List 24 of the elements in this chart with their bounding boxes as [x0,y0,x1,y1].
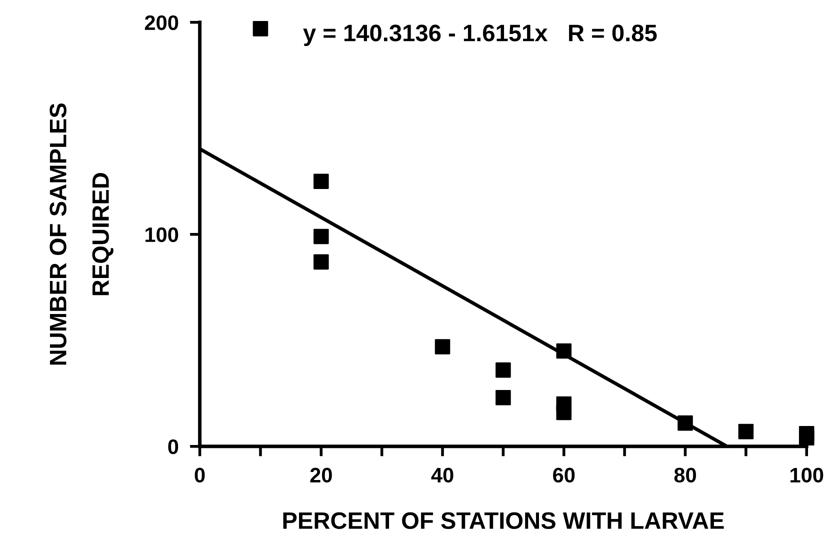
y-axis-title: NUMBER OF SAMPLES REQUIRED [50,103,114,365]
y-tick-label: 200 [144,15,178,30]
x-axis-title: PERCENT OF STATIONS WITH LARVAE [283,512,724,529]
y-tick-label: 0 [168,439,178,454]
x-tick-label: 80 [674,468,696,483]
point [556,343,572,359]
point [434,339,450,354]
point [496,390,511,406]
x-tick-label: 100 [790,468,824,483]
point [798,430,814,446]
point [314,174,329,189]
point [314,254,329,270]
point [556,404,572,420]
point [252,21,268,36]
x-tick-label: 0 [194,468,205,483]
x-tick-label: 60 [553,468,575,483]
point [738,424,754,440]
annotation: y = 140.3136 - 1.6151x R = 0.85 [303,24,657,46]
point [496,362,511,378]
x-tick-label: 40 [431,468,454,483]
x-tick-label: 20 [310,468,332,483]
point [314,228,329,244]
point [678,415,693,431]
y-tick-label: 100 [146,227,178,242]
